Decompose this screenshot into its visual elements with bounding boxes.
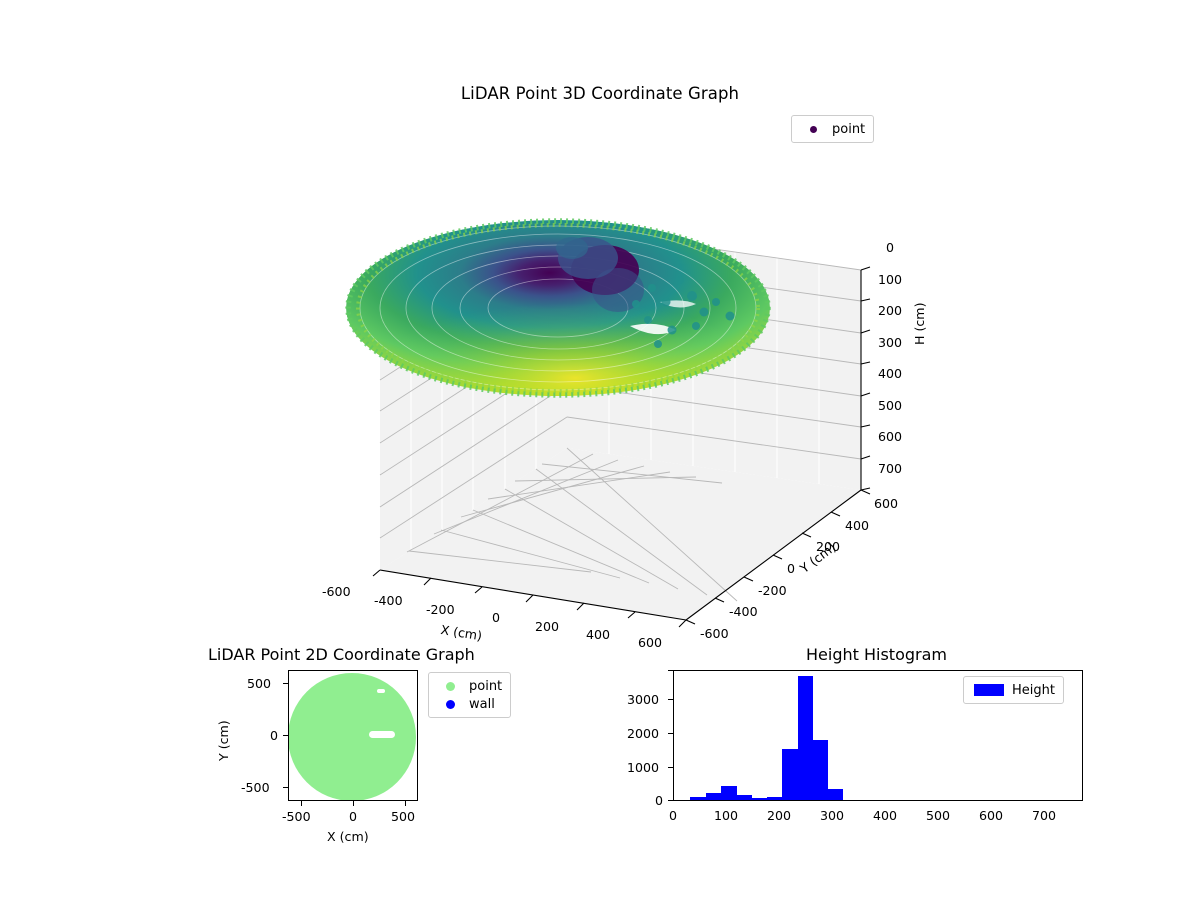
x3d-tick--200: -200 bbox=[426, 602, 455, 617]
legend-entry-height: Height bbox=[972, 681, 1055, 699]
y3d-tick-200: 200 bbox=[816, 539, 841, 554]
histogram-bar bbox=[751, 797, 767, 800]
y2d-tick-500: 500 bbox=[247, 676, 272, 691]
h3d-tick-300: 300 bbox=[878, 335, 903, 350]
legend-label-point: point bbox=[469, 678, 503, 694]
scatter2d-title: LiDAR Point 2D Coordinate Graph bbox=[208, 645, 475, 664]
disc-gap-top-left bbox=[301, 675, 315, 685]
histogram-bar bbox=[813, 740, 829, 800]
scatter3d-canvas bbox=[345, 218, 871, 628]
h3d-tick-200: 200 bbox=[878, 303, 903, 318]
xhist-tick-200: 200 bbox=[767, 808, 792, 823]
yhist-tick-1000: 1000 bbox=[627, 760, 660, 775]
height-patch-icon bbox=[972, 684, 1006, 696]
y3d-tick-600: 600 bbox=[874, 496, 899, 511]
x2d-tickmark--500 bbox=[301, 801, 303, 806]
h3d-tick-0: 0 bbox=[886, 240, 895, 255]
axis-tickmarks bbox=[372, 266, 871, 628]
scatter3d-title: LiDAR Point 3D Coordinate Graph bbox=[460, 84, 740, 103]
h3d-tick-500: 500 bbox=[878, 398, 903, 413]
disc-gap-center-right bbox=[369, 731, 395, 738]
x3d-tick-200: 200 bbox=[535, 619, 560, 634]
y2d-axis-label: Y (cm) bbox=[216, 720, 231, 761]
y3d-tick--400: -400 bbox=[729, 604, 758, 619]
h3d-tick-700: 700 bbox=[878, 461, 903, 476]
y2d-tick--500: -500 bbox=[241, 780, 270, 795]
h3d-tick-400: 400 bbox=[878, 366, 903, 381]
x2d-tick-500: 500 bbox=[391, 809, 416, 824]
legend-label-height: Height bbox=[1012, 682, 1055, 698]
x2d-axis-label: X (cm) bbox=[327, 829, 369, 844]
histogram-bar bbox=[797, 675, 814, 800]
yhist-tick-2000: 2000 bbox=[627, 726, 660, 741]
y3d-tick--200: -200 bbox=[758, 583, 787, 598]
yhist-tick-0: 0 bbox=[655, 793, 664, 808]
legend-label-point: point bbox=[832, 121, 866, 137]
histogram-bar bbox=[705, 792, 722, 800]
histogram-title: Height Histogram bbox=[806, 645, 947, 664]
xhist-tick-600: 600 bbox=[979, 808, 1004, 823]
legend-entry-point: point bbox=[437, 677, 502, 695]
histogram-bar bbox=[690, 797, 706, 800]
histogram-bar bbox=[766, 797, 783, 800]
scatter2d-legend[interactable]: point wall bbox=[428, 672, 512, 718]
legend-entry-point: point bbox=[800, 120, 865, 138]
histogram-bar bbox=[721, 786, 737, 800]
x3d-tick-400: 400 bbox=[586, 627, 611, 642]
xhist-tick-400: 400 bbox=[873, 808, 898, 823]
x3d-tick-0: 0 bbox=[492, 610, 501, 625]
histogram-bar bbox=[736, 794, 752, 800]
yhist-tickmark-1000 bbox=[668, 767, 673, 769]
y3d-tick--600: -600 bbox=[700, 626, 729, 641]
y2d-tickmark-500 bbox=[283, 683, 288, 685]
legend-label-wall: wall bbox=[469, 696, 495, 712]
xhist-tick-0: 0 bbox=[669, 808, 678, 823]
h3d-tick-100: 100 bbox=[878, 272, 903, 287]
yhist-tickmark-2000 bbox=[668, 733, 673, 735]
x3d-tick--600: -600 bbox=[322, 584, 351, 599]
x2d-tick-0: 0 bbox=[349, 809, 358, 824]
yhist-tickmark-3000 bbox=[668, 699, 673, 701]
disc-gap-upper-right bbox=[377, 689, 385, 693]
histogram-bar bbox=[828, 788, 844, 800]
y3d-tick-400: 400 bbox=[845, 518, 870, 533]
x2d-tick--500: -500 bbox=[282, 809, 311, 824]
x2d-tickmark-0 bbox=[353, 801, 355, 806]
xhist-tick-700: 700 bbox=[1032, 808, 1057, 823]
yhist-tickmark-3900 bbox=[668, 670, 673, 672]
legend-entry-wall: wall bbox=[437, 695, 502, 713]
y2d-tick-0: 0 bbox=[270, 728, 279, 743]
scatter3d-axes: -600 -400 -200 0 200 400 600 X (cm) -600… bbox=[300, 130, 940, 650]
h3d-axis-label: H (cm) bbox=[912, 302, 927, 346]
y2d-tickmark-0 bbox=[283, 735, 288, 737]
histogram-legend[interactable]: Height bbox=[963, 676, 1064, 704]
x3d-tick-600: 600 bbox=[638, 635, 663, 650]
scatter3d-legend[interactable]: point bbox=[791, 115, 875, 143]
h3d-tick-600: 600 bbox=[878, 429, 903, 444]
xhist-tick-500: 500 bbox=[926, 808, 951, 823]
histogram-bar bbox=[782, 749, 798, 800]
xhist-tick-100: 100 bbox=[714, 808, 739, 823]
y2d-tickmark--500 bbox=[283, 787, 288, 789]
y3d-tick-0: 0 bbox=[787, 561, 796, 576]
point-marker-icon bbox=[437, 681, 463, 691]
scatter2d-axes bbox=[288, 670, 418, 801]
point-marker-icon bbox=[800, 125, 826, 133]
wall-marker-icon bbox=[437, 699, 463, 709]
yhist-tick-3000: 3000 bbox=[627, 692, 660, 707]
yhist-tickmark-0 bbox=[668, 800, 673, 802]
point-cloud-disc bbox=[289, 673, 416, 800]
x3d-tick--400: -400 bbox=[374, 593, 403, 608]
x2d-tickmark-500 bbox=[405, 801, 407, 806]
xhist-tick-300: 300 bbox=[820, 808, 845, 823]
